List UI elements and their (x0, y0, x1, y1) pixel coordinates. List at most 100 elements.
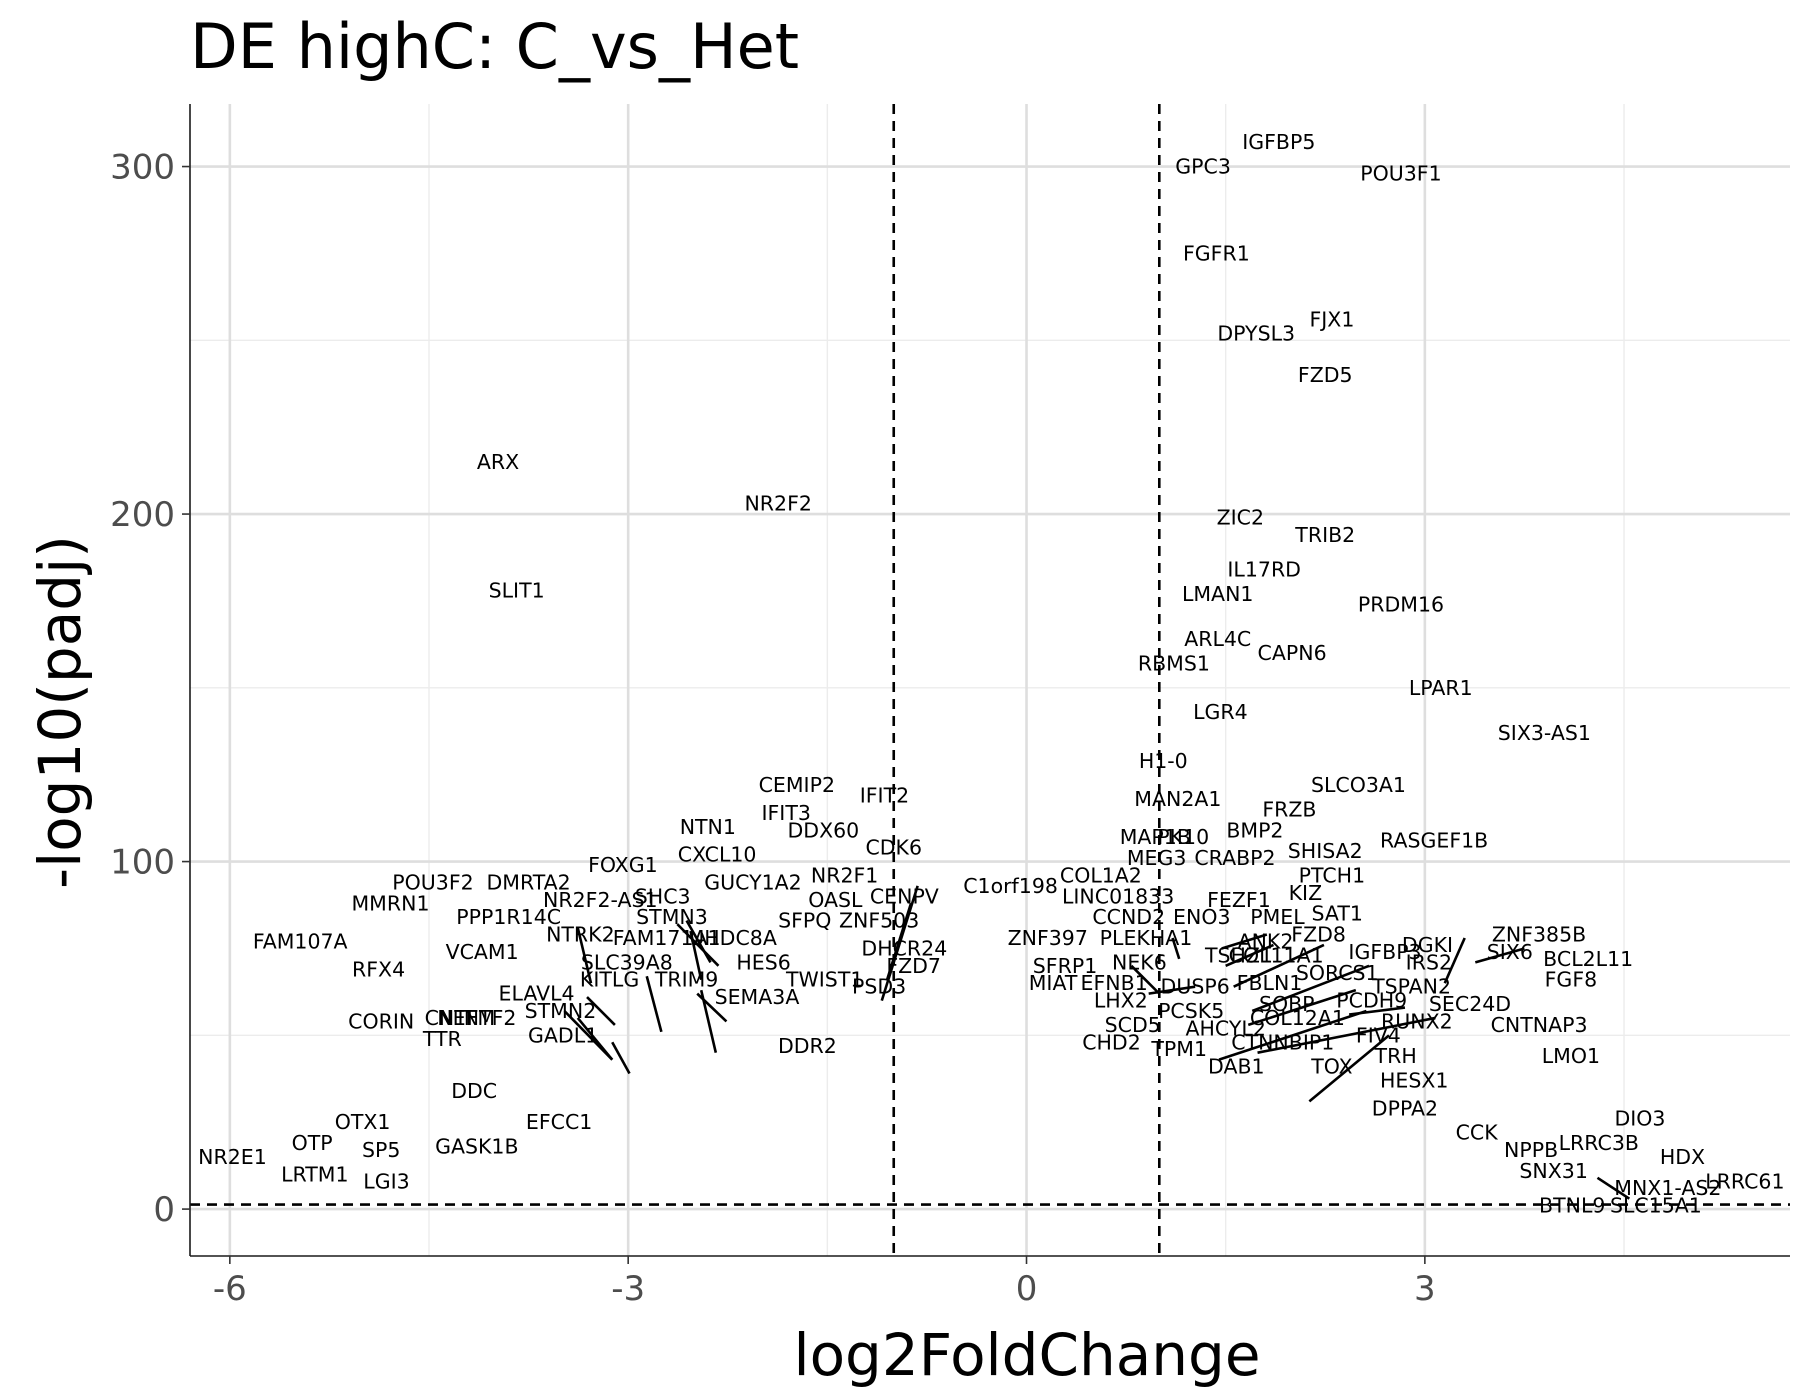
gene-label: IL17RD (1227, 558, 1301, 582)
gene-label: SLCO3A1 (1311, 773, 1406, 797)
gene-label: FZD5 (1298, 363, 1353, 387)
gene-label: GUCY1A2 (704, 870, 801, 894)
x-tick-label: -3 (611, 1269, 645, 1309)
label-connector (1596, 1176, 1631, 1200)
x-tick-label: 3 (1414, 1269, 1436, 1309)
gene-label: CRABP2 (1194, 846, 1275, 870)
gene-label: C1orf198 (963, 874, 1058, 898)
gene-label: PLEKHA1 (1100, 926, 1193, 950)
gene-label: MIAT (1029, 971, 1078, 995)
gene-label: ZNF385B (1492, 923, 1586, 947)
gene-label: PPP1R14C (456, 905, 561, 929)
gene-label: LRRC3B (1559, 1131, 1639, 1155)
gene-label: SORCS1 (1296, 961, 1379, 985)
gene-label: CENPV (870, 884, 939, 908)
label-connector (1171, 937, 1181, 960)
gene-label: LINC01833 (1062, 884, 1174, 908)
gene-label: SIX3-AS1 (1498, 721, 1591, 745)
label-connector (1349, 1006, 1406, 1016)
gene-label: SAT1 (1312, 902, 1363, 926)
gene-label: PSD3 (852, 975, 906, 999)
gene-label: TOX (1310, 1055, 1352, 1079)
gene-label: MNX1-AS2 (1614, 1176, 1721, 1200)
gene-label: NTN1 (680, 815, 736, 839)
gene-label: PCDH9 (1336, 989, 1407, 1013)
gene-label: CORIN (348, 1009, 414, 1033)
axes: -6 -3 0 3 0 100 200 300 (110, 104, 1790, 1309)
gene-label: OTP (292, 1131, 333, 1155)
gene-label: POU3F2 (392, 870, 473, 894)
label-connector (1443, 937, 1466, 984)
gene-label: NTRK2 (546, 923, 615, 947)
gene-label: SP5 (362, 1138, 400, 1162)
gene-label: H1-0 (1139, 749, 1188, 773)
gene-label: FZD7 (886, 954, 941, 978)
gene-label: PCSK5 (1158, 999, 1224, 1023)
gene-label: ARX (477, 450, 519, 474)
gene-label: LGI3 (363, 1169, 409, 1193)
x-tick-label: 0 (1016, 1269, 1038, 1309)
label-connector (1221, 933, 1268, 950)
gene-label: CHD2 (1082, 1030, 1141, 1054)
gene-label: CNTF (425, 1006, 479, 1030)
gene-label: NR2F2 (744, 492, 811, 516)
gene-label: CXCL10 (678, 843, 757, 867)
gene-label: TTR (422, 1027, 462, 1051)
gene-label: SIX6 (1487, 940, 1533, 964)
gene-label: BMP2 (1226, 818, 1283, 842)
gene-label: TSHZ1 (1204, 943, 1273, 967)
gene-label: NPPB (1504, 1138, 1558, 1162)
gene-label: BTNL9 (1539, 1194, 1605, 1218)
gene-label: SLIT1 (489, 579, 545, 603)
gene-label: GPC3 (1175, 155, 1231, 179)
gene-label: DIO3 (1614, 1107, 1665, 1131)
gene-label: SHC3 (635, 884, 691, 908)
gene-label: OASL (808, 888, 863, 912)
gene-label: FEZF1 (1207, 888, 1271, 912)
gene-label: IGFBP3 (1348, 940, 1421, 964)
gene-label: FJX1 (1309, 307, 1354, 331)
threshold-lines (190, 104, 1790, 1256)
y-tick-label: 0 (153, 1190, 175, 1230)
chart-title: DE highC: C_vs_Het (190, 10, 799, 83)
gene-label: ENO3 (1173, 905, 1230, 929)
gene-label: FOXG1 (588, 853, 658, 877)
gene-label: DHCR24 (861, 936, 947, 960)
gene-label: LRRC61 (1705, 1169, 1784, 1193)
gene-label: MAN2A1 (1134, 787, 1221, 811)
gene-label: GASK1B (435, 1135, 518, 1159)
gene-label: FZD8 (1291, 923, 1346, 947)
gene-label: KITLG (580, 968, 639, 992)
label-connector (1474, 947, 1525, 964)
gene-label: CCK (1456, 1121, 1499, 1145)
label-connectors (563, 885, 1631, 1200)
gene-label: RBMS1 (1138, 651, 1210, 675)
label-connector (676, 923, 720, 967)
gene-label: DAB1 (1208, 1055, 1265, 1079)
label-connector (685, 920, 712, 963)
gene-label: DUSP6 (1161, 975, 1230, 999)
gene-label: STMN3 (636, 905, 708, 929)
label-connector (1257, 1016, 1436, 1054)
gene-label: SEC24D (1429, 992, 1511, 1016)
gene-label: FIV4 (1356, 1023, 1401, 1047)
gene-label: CDK6 (865, 836, 922, 860)
gene-label: RFX4 (352, 957, 405, 981)
gene-label: CCND2 (1092, 905, 1165, 929)
label-connector (1130, 964, 1161, 995)
gene-label: AHCYL2 (1185, 1016, 1265, 1040)
gene-label: TWIST1 (785, 968, 863, 992)
gene-label: NEFM (437, 1006, 495, 1030)
gene-label: SFPQ (778, 909, 831, 933)
gene-label: SHISA2 (1288, 839, 1363, 863)
gene-label: SEMA3A (715, 985, 800, 1009)
gene-label: LRTM1 (281, 1162, 348, 1186)
gene-label: EFNB1 (1081, 971, 1148, 995)
gene-label: DPYSL3 (1217, 321, 1295, 345)
gene-label: NR2F2-AS1 (543, 888, 657, 912)
gene-label: CTNNBIP1 (1231, 1030, 1334, 1054)
label-connector (1308, 1034, 1390, 1103)
gene-label: DDX60 (788, 818, 860, 842)
gene-label: SLC15A1 (1610, 1194, 1702, 1218)
label-connector (645, 975, 663, 1033)
